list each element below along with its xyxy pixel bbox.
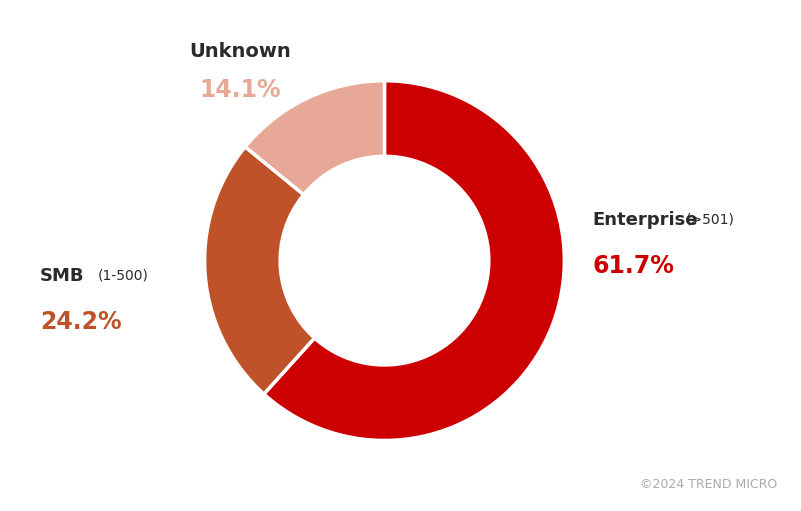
Wedge shape	[245, 81, 384, 195]
Wedge shape	[204, 147, 315, 394]
Text: Unknown: Unknown	[189, 42, 292, 61]
Text: (>501): (>501)	[686, 213, 735, 227]
Text: (1-500): (1-500)	[98, 269, 149, 283]
Text: 24.2%: 24.2%	[40, 310, 122, 334]
Text: ©2024 TREND MICRO: ©2024 TREND MICRO	[640, 478, 777, 491]
Wedge shape	[264, 81, 565, 440]
Text: SMB: SMB	[40, 267, 85, 285]
Text: Enterprise: Enterprise	[593, 211, 698, 229]
Text: 61.7%: 61.7%	[593, 254, 674, 277]
Text: 14.1%: 14.1%	[199, 78, 281, 102]
